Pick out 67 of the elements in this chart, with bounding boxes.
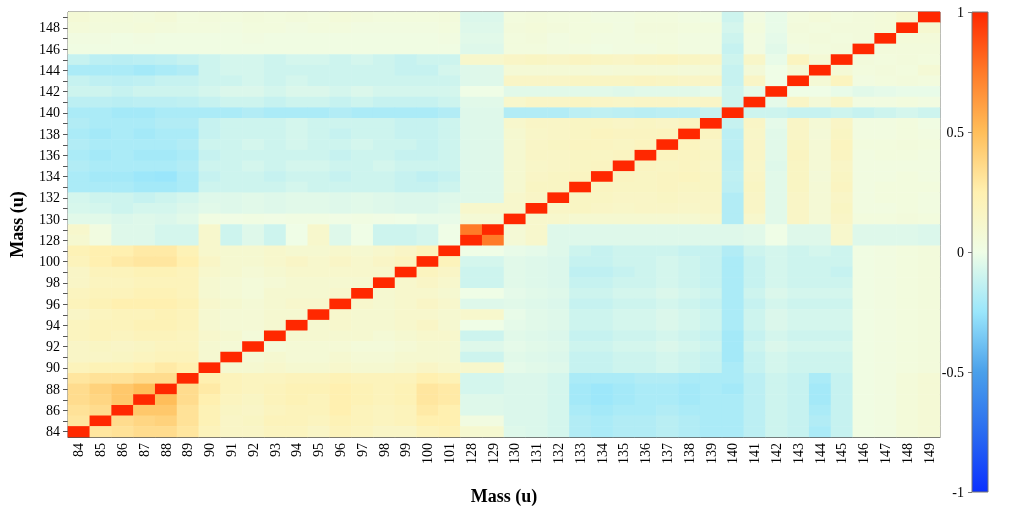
x-tick-label: 139: [703, 443, 719, 464]
x-tick-label: 101: [442, 443, 457, 464]
y-tick-label: 84: [46, 424, 60, 440]
y-tick-label: 96: [46, 296, 60, 312]
x-tick-label: 87: [136, 443, 152, 457]
x-tick-label: 90: [202, 443, 218, 457]
y-tick-label: 134: [39, 169, 60, 185]
x-tick-label: 149: [921, 443, 937, 464]
x-tick-label: 100: [420, 443, 436, 464]
x-tick-label: 147: [878, 443, 893, 464]
y-tick-label: 144: [39, 62, 60, 78]
y-tick-label: 142: [39, 84, 60, 100]
y-tick-label: 138: [39, 126, 60, 142]
y-tick-label: 148: [39, 20, 60, 36]
x-tick-label: 142: [769, 443, 784, 464]
x-tick-label: 137: [660, 443, 675, 464]
x-tick-label: 143: [790, 443, 806, 464]
x-tick-label: 96: [333, 443, 348, 457]
x-tick-label: 140: [725, 443, 741, 464]
color-bar-label: 0.5: [946, 124, 964, 140]
y-tick-label: 88: [46, 381, 60, 397]
x-tick-label: 88: [158, 443, 174, 457]
y-tick-label: 140: [39, 105, 60, 121]
y-tick-label: 90: [46, 360, 60, 376]
x-tick-label: 97: [354, 443, 370, 457]
y-tick-label: 98: [46, 275, 60, 291]
x-tick-label: 86: [115, 443, 130, 457]
color-bar-label: 0: [957, 244, 964, 260]
x-tick-label: 131: [529, 443, 545, 464]
x-tick-label: 94: [289, 443, 305, 457]
x-tick-label: 134: [594, 443, 610, 464]
x-axis-title: Mass (u): [470, 486, 538, 507]
x-tick-label: 85: [93, 443, 109, 457]
x-tick-label: 98: [376, 443, 392, 457]
y-axis-title: Mass (u): [7, 191, 28, 258]
y-tick-label: 136: [39, 147, 60, 163]
y-tick-label: 146: [39, 41, 60, 57]
x-tick-label: 148: [899, 443, 915, 464]
y-tick-label: 92: [46, 339, 60, 355]
x-tick-label: 132: [551, 443, 566, 464]
x-tick-label: 89: [180, 443, 196, 457]
x-tick-label: 136: [638, 443, 654, 464]
color-bar-label: -0.5: [941, 364, 964, 380]
x-tick-label: 91: [224, 443, 239, 457]
x-tick-label: 95: [311, 443, 327, 457]
y-tick-label: 128: [39, 232, 60, 248]
x-tick-label: 135: [616, 443, 632, 464]
y-tick-label: 132: [39, 190, 60, 206]
x-tick-label: 93: [267, 443, 283, 457]
x-tick-label: 144: [812, 443, 828, 464]
x-tick-label: 99: [398, 443, 414, 457]
x-tick-label: 145: [834, 443, 850, 464]
y-tick-label: 130: [39, 211, 60, 227]
x-tick-label: 141: [747, 443, 763, 464]
color-bar-label: -1: [952, 484, 964, 500]
y-tick-label: 94: [46, 317, 60, 333]
x-tick-label: 146: [856, 443, 872, 464]
y-tick-label: 86: [46, 402, 60, 418]
x-tick-label: 133: [572, 443, 588, 464]
x-tick-label: 84: [71, 443, 87, 457]
x-tick-label: 130: [507, 443, 523, 464]
x-tick-label: 92: [245, 443, 261, 457]
x-tick-label: 128: [463, 443, 479, 464]
color-bar-label: 1: [957, 4, 964, 20]
x-tick-label: 129: [485, 443, 501, 464]
x-tick-label: 138: [681, 443, 697, 464]
y-tick-label: 100: [39, 254, 60, 270]
